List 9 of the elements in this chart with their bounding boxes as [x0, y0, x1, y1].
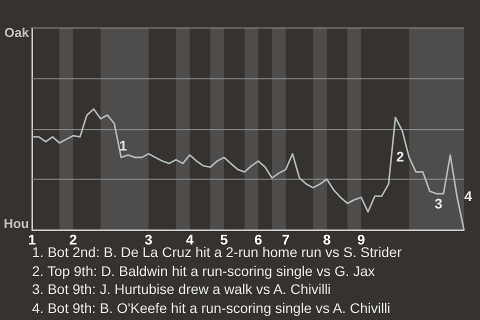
- text: Oak: [4, 25, 30, 40]
- text: 2. Top 9th: D. Baldwin hit a run-scoring single vs G. Jax: [32, 262, 376, 280]
- text: 4. Bot 9th: B. O'Keefe hit a run-scoring single vs A. Chivilli: [32, 298, 392, 317]
- text: 3. Bot 9th: J. Hurtubise drew a walk vs A. Chivilli: [32, 280, 332, 298]
- text: Hou: [4, 216, 30, 232]
- text: 4: [464, 188, 472, 204]
- annotation: 2: [396, 148, 404, 164]
- annotation: 1: [119, 137, 128, 154]
- annotation: 3: [434, 196, 443, 212]
